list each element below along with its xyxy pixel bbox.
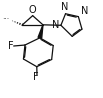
Text: N: N [52,20,59,29]
Text: N: N [61,2,68,12]
Text: F: F [8,41,13,51]
Text: F: F [33,72,39,82]
Text: N: N [81,6,88,16]
Text: O: O [29,5,36,15]
Polygon shape [38,25,43,38]
Text: ···: ··· [2,15,9,24]
